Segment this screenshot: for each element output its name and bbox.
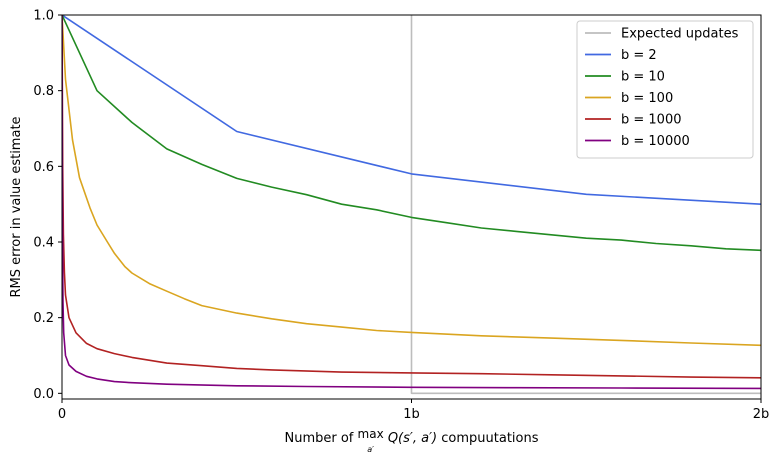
- series-line-expected-updates: [410, 15, 761, 395]
- series-line-b-100: [62, 15, 761, 347]
- axes-layer: 0 1b 2b 0.0 0.2 0.4 0.6 0.8 1.0: [33, 9, 769, 423]
- legend-label-b-10000: b = 10000: [621, 134, 690, 149]
- legend-box: [576, 20, 754, 159]
- x-axis-label-suffix: compuutations: [441, 431, 538, 446]
- x-tick-label: 1b: [403, 407, 420, 422]
- x-axis-label-prefix: Number of: [285, 431, 358, 446]
- legend-label-b-2: b = 2: [621, 48, 657, 63]
- x-tick-label: 2b: [753, 407, 770, 422]
- x-axis-label-function: Q(s′, a′): [388, 431, 437, 446]
- y-tick-label: 0.2: [33, 311, 54, 326]
- legend-label-b-10: b = 10: [621, 70, 665, 85]
- legend-label-b-1000: b = 1000: [621, 113, 682, 128]
- x-axis-label-max-subscript: a′: [367, 445, 374, 454]
- y-tick-label: 0.8: [33, 84, 54, 99]
- series-line-b-10000: [62, 15, 761, 390]
- x-axis-label-max: max: [358, 427, 384, 441]
- y-tick-label: 0.4: [33, 235, 54, 250]
- series-layer: [62, 15, 761, 395]
- legend-label-expected-updates: Expected updates: [621, 27, 739, 42]
- y-axis-label: RMS error in value estimate: [9, 116, 24, 297]
- y-tick-label: 0.0: [33, 387, 54, 402]
- legend: Expected updates b = 2 b = 10 b = 100 b = 10…: [576, 20, 754, 159]
- y-tick-label: 1.0: [33, 9, 54, 24]
- series-line-b-10: [62, 15, 761, 252]
- series-line-b-1000: [62, 15, 761, 379]
- y-tick-label: 0.6: [33, 160, 54, 175]
- x-axis-label: Number of max Q(s′, a′) compuutations: [285, 427, 539, 446]
- x-tick-label: 0: [58, 407, 66, 422]
- legend-label-b-100: b = 100: [621, 91, 673, 106]
- series-line-b-2: [62, 15, 761, 205]
